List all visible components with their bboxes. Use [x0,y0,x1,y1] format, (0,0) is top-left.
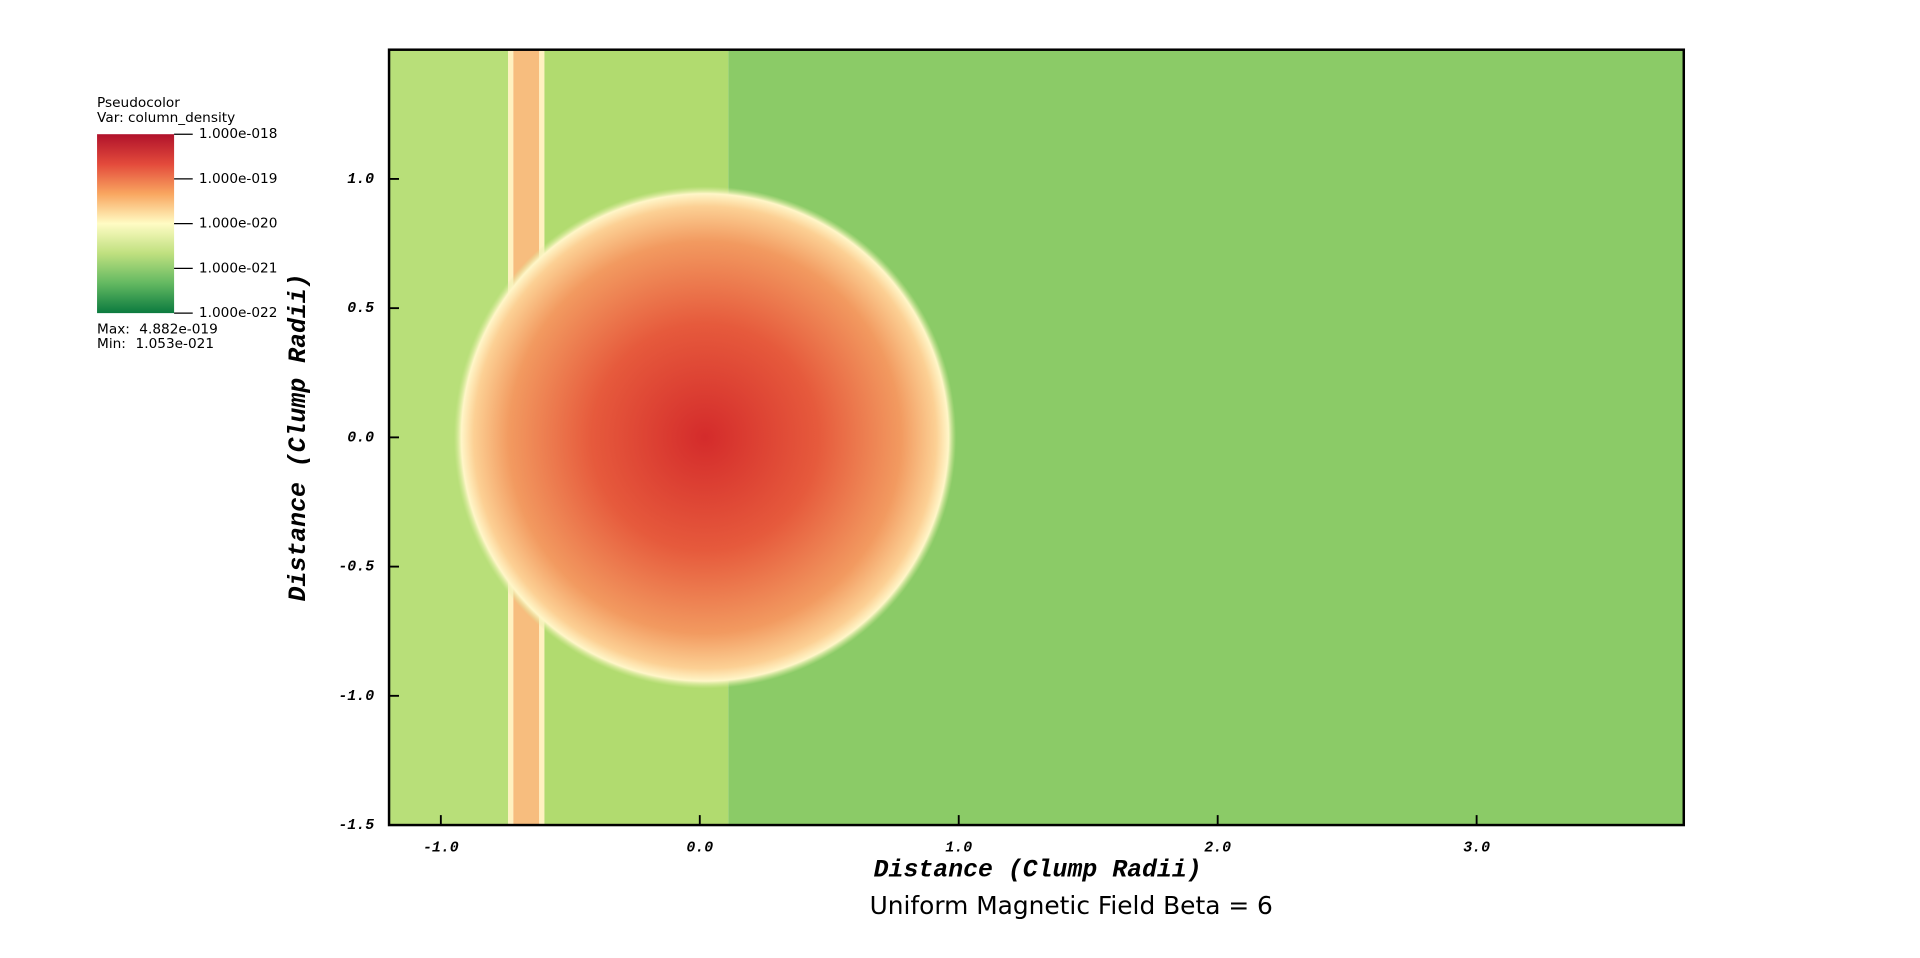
legend-min-label: Min: [97,336,126,352]
legend-plot-name: Pseudocolor [97,95,180,111]
colorbar-tick-label: 1.000e-022 [199,305,278,321]
y-tick-label: -0.5 [338,560,374,576]
y-tick-label: 0.5 [347,301,374,317]
colorbar-tick-label: 1.000e-021 [199,260,278,276]
x-tick-label: 0.0 [686,840,713,856]
legend-variable: Var: column_density [97,110,235,126]
x-tick-label: 3.0 [1463,840,1490,856]
legend-max-label: Max: [97,321,130,337]
x-axis-label: Distance (Clump Radii) [874,856,1202,884]
colorbar-tick-label: 1.000e-018 [199,126,278,142]
y-axis-label: Distance (Clump Radii) [285,273,313,601]
x-tick-label: 2.0 [1204,840,1231,856]
colorbar-tick-label: 1.000e-019 [199,171,278,187]
y-tick-label: -1.5 [338,818,374,834]
chart-title: Uniform Magnetic Field Beta = 6 [870,891,1273,920]
legend-max: 4.882e-019 [139,321,218,337]
clump [453,186,957,689]
colorbar-tick-label: 1.000e-020 [199,216,278,232]
y-tick-label: -1.0 [338,689,374,705]
y-tick-label: 1.0 [347,172,374,188]
colorbar [97,134,175,314]
legend-min: 1.053e-021 [136,336,215,352]
x-tick-label: -1.0 [423,840,459,856]
x-tick-label: 1.0 [945,840,972,856]
field [389,49,1684,826]
y-tick-label: 0.0 [347,430,374,446]
